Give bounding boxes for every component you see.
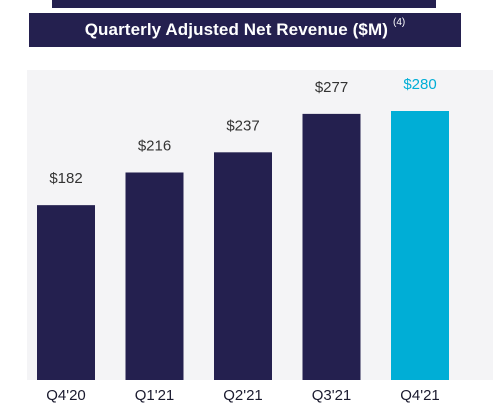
bar-4 — [391, 111, 449, 380]
bar-2 — [214, 152, 272, 380]
bar-value-label: $280 — [403, 76, 436, 93]
bar-0 — [37, 205, 95, 380]
title-footnote: (4) — [393, 16, 406, 28]
x-tick-label: Q3'21 — [312, 387, 352, 404]
chart-title-bar: Quarterly Adjusted Net Revenue ($M) (4) — [29, 13, 461, 47]
bar-3 — [302, 113, 361, 380]
x-tick-label: Q4'21 — [400, 387, 440, 404]
x-tick-label: Q4'20 — [46, 387, 86, 404]
bar-value-label: $182 — [49, 170, 82, 187]
chart-title: Quarterly Adjusted Net Revenue ($M) — [84, 20, 389, 39]
x-tick-label: Q1'21 — [135, 387, 175, 404]
bar-1 — [125, 172, 184, 380]
bar-value-label: $237 — [226, 117, 259, 134]
top-strip — [52, 0, 436, 8]
bar-value-label: $216 — [138, 137, 171, 154]
bar-value-label: $277 — [315, 79, 348, 96]
x-tick-label: Q2'21 — [223, 387, 263, 404]
